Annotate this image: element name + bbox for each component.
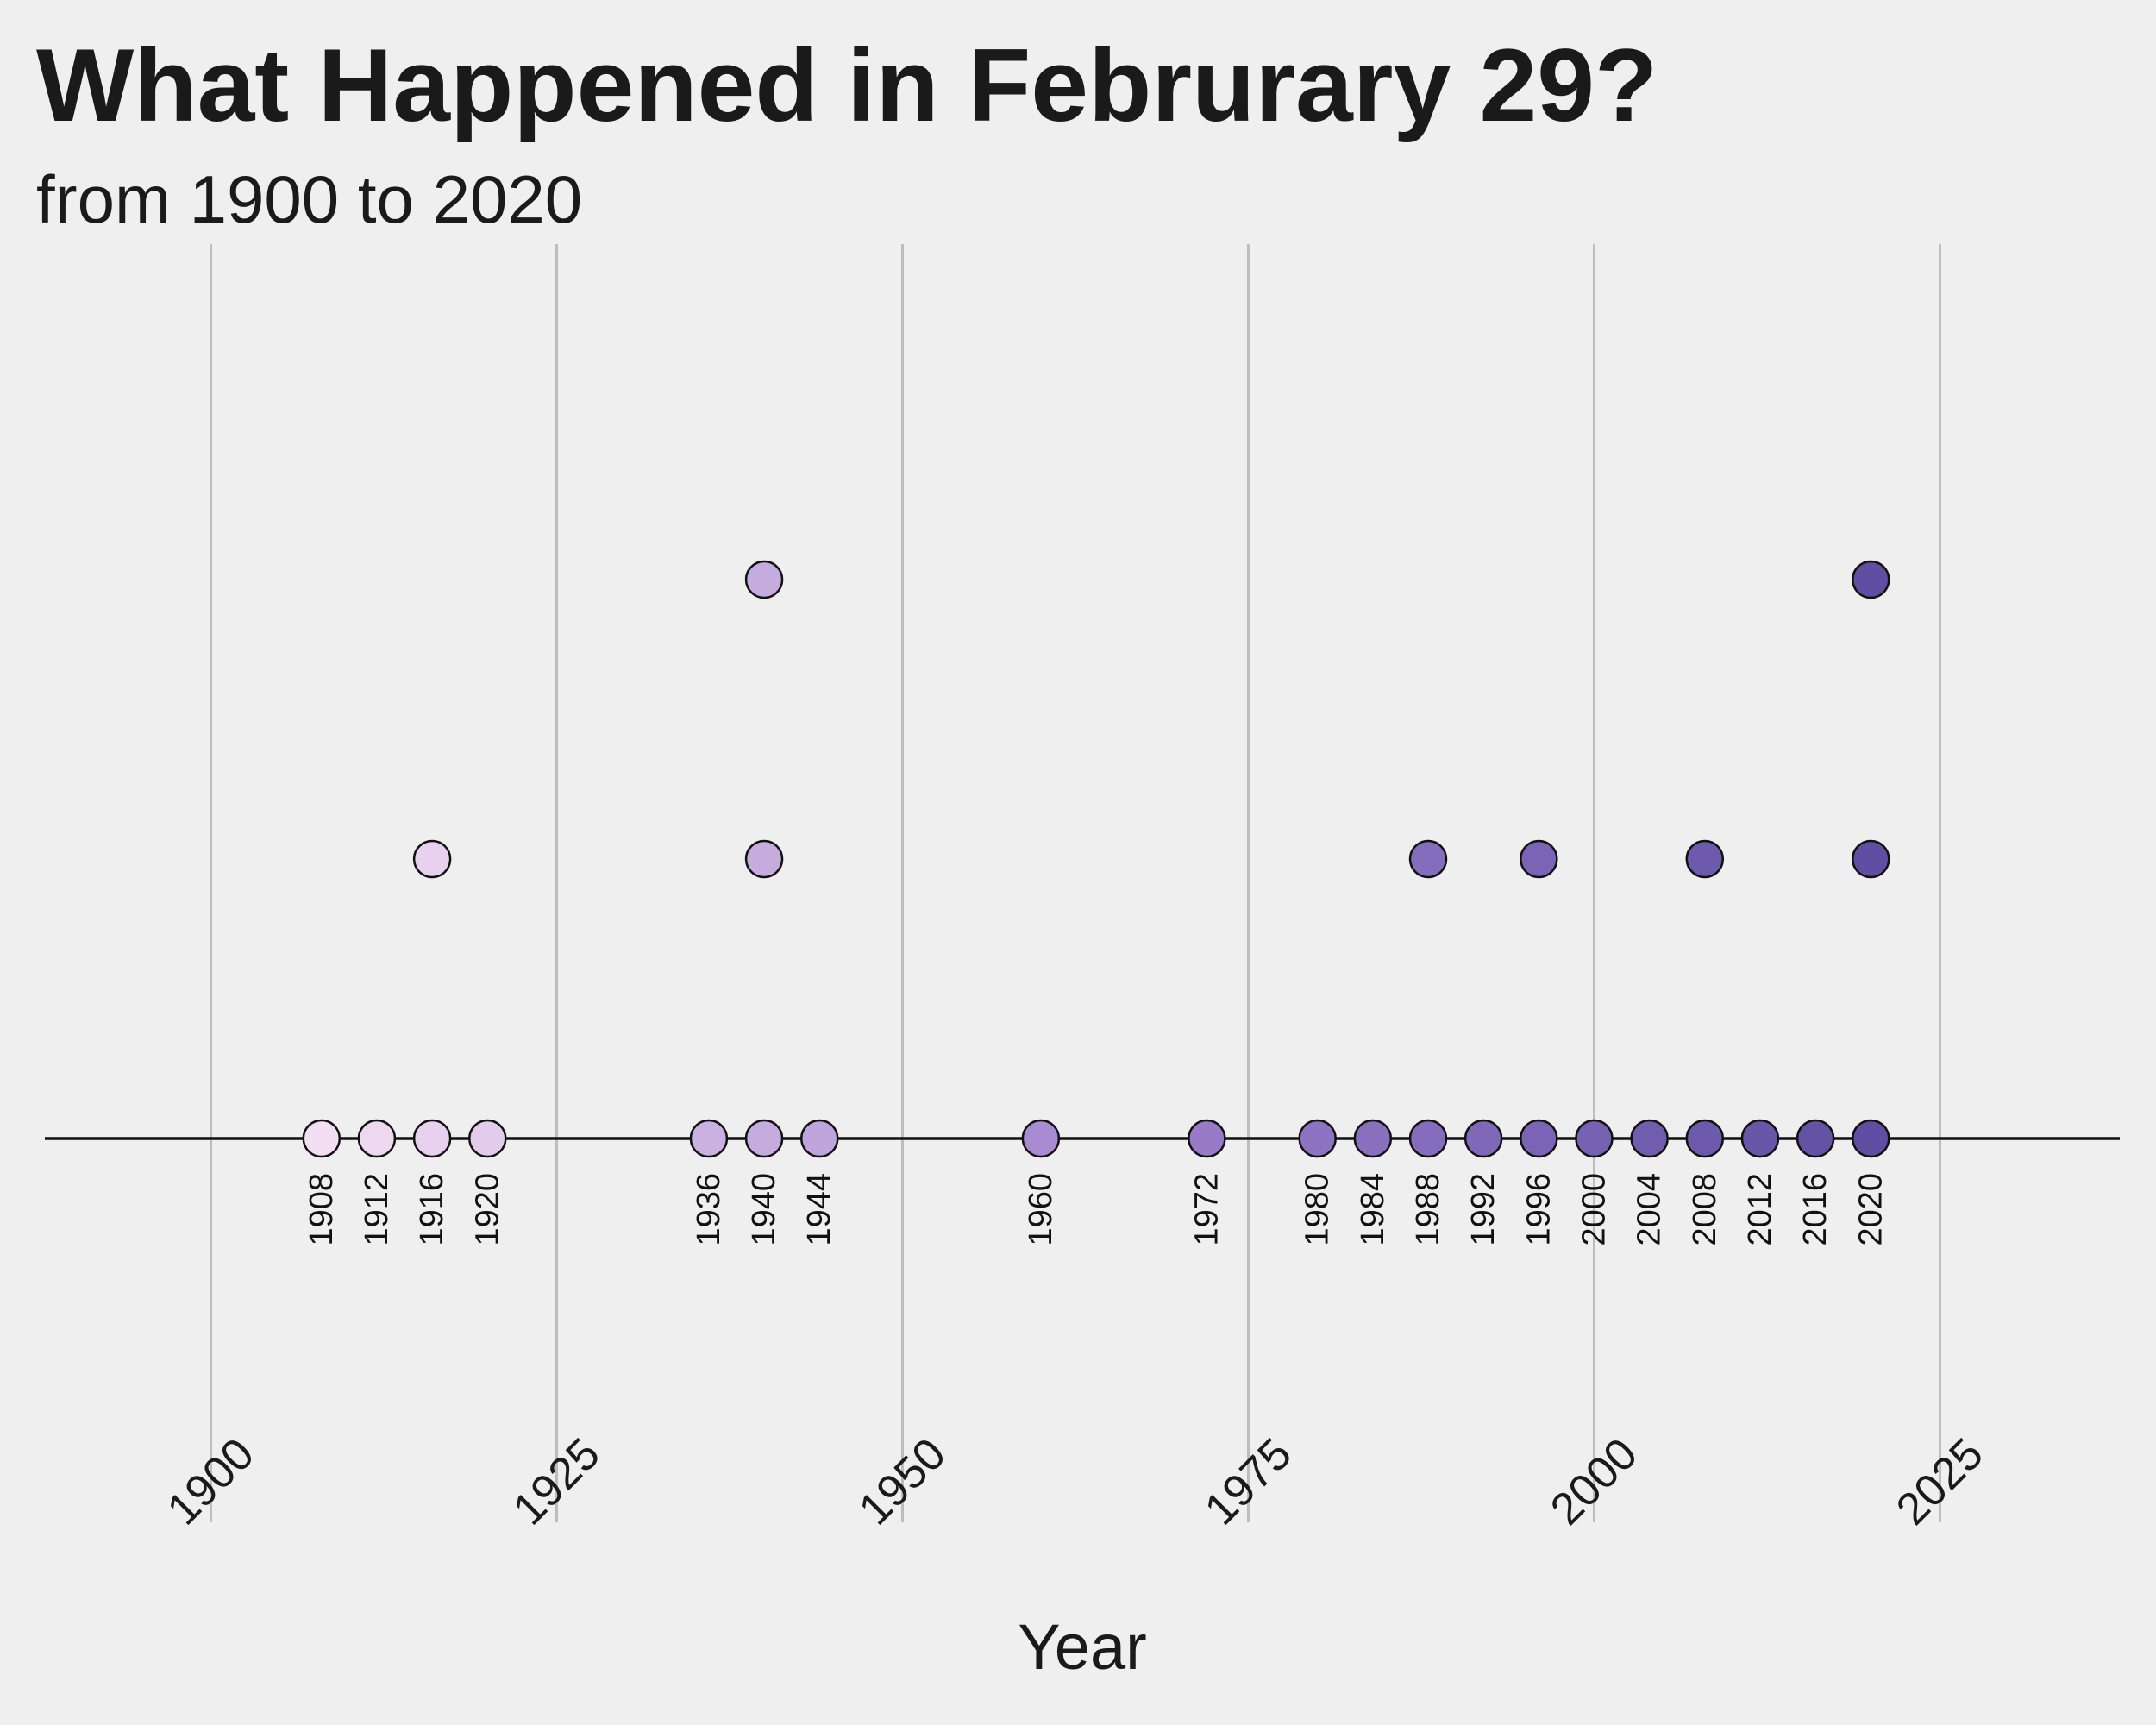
year-label-1992: 1992 [1465,1173,1501,1246]
year-label-1920: 1920 [469,1173,505,1246]
point-2020-2 [1852,560,1890,599]
point-1916-0 [412,1119,452,1158]
point-1996-0 [1520,1119,1558,1158]
point-2016-0 [1796,1119,1835,1158]
year-label-1980: 1980 [1300,1173,1336,1246]
point-1960-0 [1021,1119,1061,1158]
year-label-2000: 2000 [1576,1173,1612,1246]
point-1988-0 [1408,1119,1448,1158]
point-1980-0 [1298,1119,1337,1158]
point-1984-0 [1353,1119,1393,1158]
point-1912-0 [357,1119,397,1158]
grid-lines [209,244,1941,1522]
year-label-1940: 1940 [746,1173,782,1246]
year-label-1908: 1908 [304,1173,340,1246]
point-1972-0 [1188,1119,1226,1158]
point-1940-0 [744,1119,784,1158]
x-tick-labels: 1900 1925 1950 1975 2000 2025 [158,1429,1993,1535]
point-2008-1 [1685,839,1725,879]
point-2004-0 [1630,1119,1669,1158]
year-label-1944: 1944 [801,1173,837,1246]
chart-title: What Happened in Februrary 29? [36,28,1658,143]
point-1944-0 [799,1119,839,1158]
point-1996-1 [1520,839,1558,879]
point-1988-1 [1408,839,1448,879]
point-1916-1 [412,839,452,879]
point-2008-0 [1685,1119,1725,1158]
year-label-1996: 1996 [1520,1173,1557,1246]
point-1908-0 [302,1119,342,1158]
point-labels: 1908 1912 1916 1920 1936 1940 1944 1960 1972 1980… [304,1173,1889,1246]
point-2020-1 [1852,839,1890,879]
point-2012-0 [1740,1119,1780,1158]
year-label-2004: 2004 [1632,1173,1668,1246]
year-label-1972: 1972 [1188,1173,1225,1246]
point-2000-0 [1575,1119,1614,1158]
point-1936-0 [689,1119,729,1158]
year-label-1916: 1916 [414,1173,450,1246]
year-label-1960: 1960 [1023,1173,1059,1246]
point-2020-0 [1852,1119,1890,1158]
chart-subtitle: from 1900 to 2020 [36,161,582,237]
year-label-2008: 2008 [1687,1173,1723,1246]
year-label-1912: 1912 [359,1173,395,1246]
year-label-2020: 2020 [1852,1173,1889,1246]
year-label-1984: 1984 [1355,1173,1391,1246]
year-label-2012: 2012 [1742,1173,1778,1246]
data-points [302,560,1890,1158]
point-1920-0 [468,1119,507,1158]
year-label-1936: 1936 [691,1173,727,1246]
point-1992-0 [1463,1119,1503,1158]
year-label-1988: 1988 [1410,1173,1446,1246]
point-1940-1 [744,839,784,879]
point-1940-2 [744,560,784,599]
year-label-2016: 2016 [1797,1173,1833,1246]
x-axis-label: Year [1018,1611,1147,1683]
